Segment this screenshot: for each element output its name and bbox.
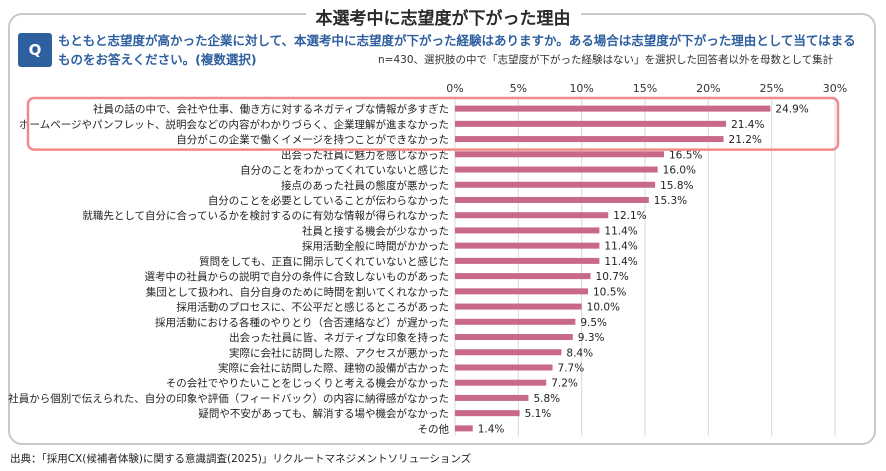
value-label: 15.8% — [660, 180, 693, 192]
bar — [455, 181, 656, 188]
bar — [455, 257, 600, 264]
bar — [455, 196, 649, 203]
value-label: 9.5% — [580, 317, 607, 329]
bar — [455, 318, 576, 325]
category-label: 採用活動全般に時間がかかった — [302, 240, 449, 253]
bar — [455, 212, 609, 219]
bar — [455, 379, 547, 386]
value-label: 7.7% — [558, 362, 585, 374]
category-label: 選考中の社員からの説明で自分の条件に合致しないものがあった — [145, 270, 450, 283]
bar — [455, 227, 600, 234]
category-label: 接点のあった社員の態度が悪かった — [281, 179, 449, 192]
value-label: 10.0% — [587, 302, 620, 314]
category-label: 採用活動における各種のやりとり（合否連絡など）が遅かった — [155, 316, 449, 329]
x-tick-label: 25% — [759, 82, 783, 95]
bar — [455, 334, 573, 341]
sample-note: n=430、選択肢の中で「志望度が下がった経験はない」を選択した回答者以外を母数… — [378, 54, 834, 66]
highlight-box — [26, 96, 840, 151]
category-label: 自分のことをわかってくれていないと感じた — [240, 164, 449, 177]
category-label: 質問をしても、正直に開示してくれていないと感じた — [199, 255, 449, 268]
value-label: 8.4% — [566, 347, 593, 359]
page-title: 本選考中に志望度が下がった理由 — [0, 4, 886, 29]
value-label: 1.4% — [478, 423, 505, 435]
value-label: 16.5% — [669, 149, 702, 161]
category-label: 採用活動のプロセスに、不公平だと感じるところがあった — [176, 301, 449, 314]
bar — [455, 364, 553, 371]
bar — [455, 120, 727, 127]
category-label: その会社でやりたいことをじっくりと考える機会がなかった — [166, 377, 449, 390]
source-citation: 出典：「採用CX(候補者体験)に関する意識調査(2025)」リクルートマネジメン… — [10, 453, 472, 465]
value-label: 11.4% — [604, 256, 637, 268]
category-label: 就職先として自分に合っているかを検討するのに有効な情報が得られなかった — [82, 209, 449, 222]
bar — [455, 410, 520, 417]
bar — [455, 242, 600, 249]
category-label: 実際に会社に訪問した際、建物の設備が古かった — [218, 361, 449, 374]
category-label: 出会った社員に皆、ネガティブな印象を持った — [229, 331, 449, 344]
x-tick-label: 0% — [446, 82, 463, 95]
category-label: 実際に会社に訪問した際、アクセスが悪かった — [229, 346, 449, 359]
bar — [455, 105, 771, 112]
x-tick-label: 30% — [823, 82, 847, 95]
category-label: 出会った社員に魅力を感じなかった — [281, 148, 449, 161]
value-label: 24.9% — [775, 104, 808, 116]
value-label: 5.8% — [533, 393, 560, 405]
bar — [455, 303, 582, 310]
category-label: その他 — [418, 422, 450, 435]
bar — [455, 136, 724, 143]
bar — [455, 425, 473, 432]
category-label: 自分がこの企業で働くイメージを持つことができなかった — [176, 133, 449, 146]
x-tick-label: 20% — [696, 82, 720, 95]
value-label: 12.1% — [613, 210, 646, 222]
value-label: 16.0% — [663, 165, 696, 177]
value-label: 15.3% — [654, 195, 687, 207]
bar — [455, 273, 591, 280]
question-badge: Q — [18, 33, 52, 67]
bar — [455, 151, 664, 158]
bar — [455, 349, 562, 356]
value-label: 5.1% — [525, 408, 552, 420]
category-label: 集団として扱われ、自分自身のために時間を割いてくれなかった — [146, 285, 449, 298]
value-label: 10.5% — [593, 286, 626, 298]
category-label: 自分のことを必要としていることが伝わらなかった — [208, 194, 449, 207]
value-label: 10.7% — [596, 271, 629, 283]
bar — [455, 288, 588, 295]
category-label: 社員の話の中で、会社や仕事、働き方に対するネガティブな情報が多すぎた — [93, 103, 449, 116]
x-tick-label: 5% — [510, 82, 527, 95]
value-label: 11.4% — [604, 225, 637, 237]
x-tick-label: 10% — [569, 82, 593, 95]
category-label: 疑問や不安があっても、解消する場や機会がなかった — [198, 407, 449, 420]
value-label: 11.4% — [604, 241, 637, 253]
value-label: 9.3% — [578, 332, 605, 344]
value-label: 7.2% — [551, 378, 578, 390]
value-label: 21.4% — [731, 119, 764, 131]
x-tick-label: 15% — [633, 82, 657, 95]
category-label: 社員から個別で伝えられた、自分の印象や評価（フィードバック）の内容に納得感がなか… — [8, 392, 449, 405]
category-label: 社員と接する機会が少なかった — [302, 224, 449, 237]
question-text: もともと志望度が高かった企業に対して、本選考中に志望度が下がった経験はありますか… — [58, 33, 856, 67]
bar — [455, 394, 529, 401]
chart-card — [8, 13, 876, 445]
category-label: ホームページやパンフレット、説明会などの内容がわかりづらく、企業理解が進まなかっ… — [19, 118, 449, 131]
value-label: 21.2% — [729, 134, 762, 146]
bar — [455, 166, 658, 173]
